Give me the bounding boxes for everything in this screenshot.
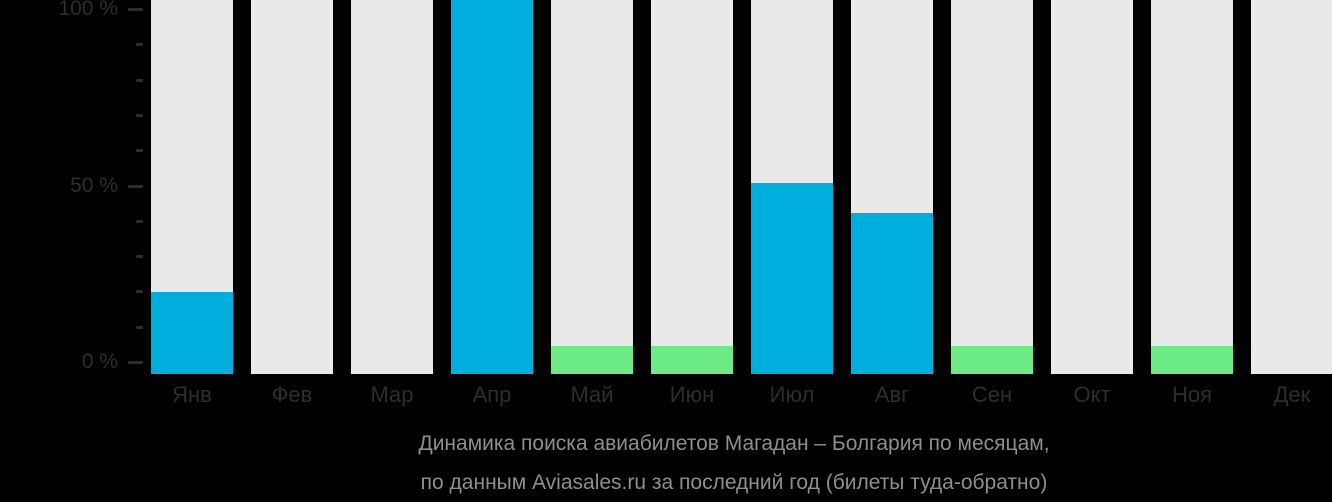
caption-line-2: по данным Aviasales.ru за последний год … (420, 471, 1048, 494)
x-axis-label: Июн (669, 382, 715, 407)
x-axis-label: Июл (769, 382, 815, 407)
bar (751, 183, 833, 374)
y-axis-minor-tick (136, 219, 143, 223)
bar-column (551, 0, 633, 374)
caption-line-1: Динамика поиска авиабилетов Магадан – Бо… (418, 432, 1050, 455)
bar-column (251, 0, 333, 374)
y-axis-minor-tick (136, 78, 143, 82)
x-axis-label: Авг (874, 382, 910, 407)
bar-column (651, 0, 733, 374)
y-axis-minor-tick (136, 43, 143, 47)
bar-column (751, 0, 833, 374)
y-axis-tick-label: 50 % (70, 173, 118, 197)
x-axis-label: Ноя (1171, 382, 1213, 407)
y-axis-major-tick (128, 8, 143, 11)
bar (451, 0, 533, 374)
bar-column (1051, 0, 1133, 374)
bar (151, 292, 233, 374)
y-axis-minor-tick (136, 113, 143, 117)
y-axis-major-tick (128, 184, 143, 188)
x-axis-label: Окт (1073, 382, 1111, 407)
x-axis-label: Мар (370, 382, 414, 407)
bar-column (151, 0, 233, 374)
y-axis-minor-tick (136, 325, 143, 329)
x-axis-label: Фев (271, 382, 313, 407)
bar-column (1151, 0, 1233, 374)
bar-column (951, 0, 1033, 374)
y-axis-major-tick (128, 361, 143, 364)
y-axis-minor-tick (136, 149, 143, 153)
y-axis-tick-label: 0 % (81, 350, 118, 373)
bar-column (451, 0, 533, 374)
bar (1151, 346, 1233, 374)
bar (851, 213, 933, 374)
x-axis-label: Янв (172, 382, 212, 407)
bar-column (1251, 0, 1332, 374)
x-axis-label: Май (570, 382, 614, 407)
y-axis-minor-tick (136, 290, 143, 294)
x-axis-label: Сен (971, 382, 1013, 407)
y-axis-tick-label: 100 % (58, 0, 118, 20)
x-axis-label: Апр (472, 382, 512, 407)
bar-column (851, 0, 933, 374)
x-axis-label: Дек (1273, 382, 1311, 407)
bar-column (351, 0, 433, 374)
bar (651, 346, 733, 374)
bar (951, 346, 1033, 374)
bar (551, 346, 633, 374)
y-axis-minor-tick (136, 255, 143, 259)
chart-caption: Динамика поиска авиабилетов Магадан – Бо… (144, 424, 1324, 502)
